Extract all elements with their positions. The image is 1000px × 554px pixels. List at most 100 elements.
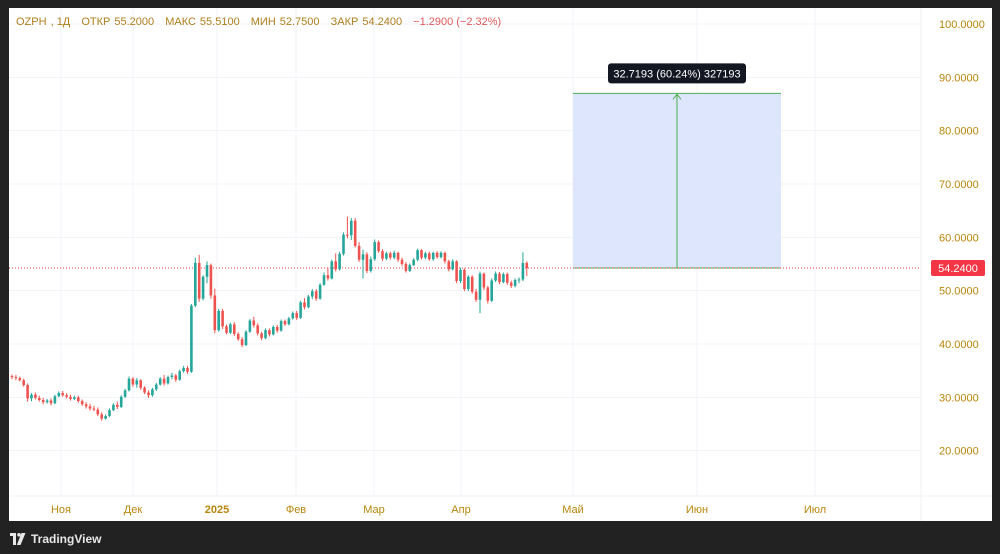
candle-body xyxy=(116,404,119,407)
candle-body xyxy=(100,414,103,419)
x-tick-label: Дек xyxy=(124,504,143,516)
last-price-badge-text: 54.2400 xyxy=(938,263,978,275)
x-tick-label: Фев xyxy=(286,504,306,516)
candle-body xyxy=(330,261,334,279)
candle-body xyxy=(486,287,490,301)
candle-body xyxy=(521,262,525,280)
candle-body xyxy=(119,396,123,407)
candle-body xyxy=(314,291,318,299)
candle-body xyxy=(326,275,330,279)
low-value: 52.7500 xyxy=(279,16,320,28)
x-tick-label: Апр xyxy=(451,504,470,516)
tradingview-footer[interactable]: TradingView xyxy=(10,530,101,548)
candle-body xyxy=(217,310,220,331)
candle-body xyxy=(494,273,497,281)
candle-body xyxy=(322,275,326,285)
candle-body xyxy=(303,302,306,308)
candle-body xyxy=(424,253,427,258)
symbol-label[interactable]: OZPH xyxy=(16,16,47,28)
candle-body xyxy=(385,253,388,259)
candle-body xyxy=(513,280,517,286)
candle-body xyxy=(205,265,209,277)
candle-body xyxy=(307,296,310,308)
x-tick-label: Мар xyxy=(363,504,385,516)
low-label-text: МИН xyxy=(250,16,276,28)
high-label-text: МАКС xyxy=(165,16,196,28)
candle-body xyxy=(498,273,501,283)
price-chart[interactable]: 100.0000 90.0000 80.0000 70.0000 60.0000 50.0… xyxy=(9,8,992,521)
candle-body xyxy=(268,330,271,335)
open-value: 55.2000 xyxy=(114,16,155,28)
y-tick-label: 100.0000 xyxy=(939,19,985,31)
measure-arrow-head xyxy=(672,93,682,100)
candle-body xyxy=(240,339,244,346)
candle-body xyxy=(279,321,283,331)
candle-body xyxy=(139,380,142,388)
candle-body xyxy=(474,291,478,300)
candle-body xyxy=(225,326,228,333)
candle-body xyxy=(88,406,92,409)
candle-body xyxy=(233,324,236,334)
interval-value: 1Д xyxy=(56,16,71,28)
candle-body xyxy=(197,262,201,299)
candle-body xyxy=(260,333,263,339)
high-label: МАКС 55.5100 xyxy=(165,16,244,28)
candle-body xyxy=(236,333,240,340)
candle-body xyxy=(194,262,197,306)
candle-body xyxy=(353,220,357,246)
candle-body xyxy=(38,397,41,400)
candle-body xyxy=(369,259,373,271)
candle-body xyxy=(104,416,107,419)
candle-body xyxy=(112,404,115,411)
y-tick-label: 70.0000 xyxy=(939,179,979,191)
close-label-text: ЗАКР xyxy=(330,16,359,28)
candle-body xyxy=(502,274,505,283)
candle-body xyxy=(478,273,482,300)
candle-body xyxy=(158,378,162,385)
candle-body xyxy=(396,252,400,260)
chart-panel[interactable]: 100.0000 90.0000 80.0000 70.0000 60.0000 50.0… xyxy=(9,8,992,521)
candle-body xyxy=(69,396,72,399)
candle-body xyxy=(463,269,466,290)
candle-body xyxy=(131,378,135,385)
candle-body xyxy=(392,252,396,258)
candle-body xyxy=(373,242,376,260)
candle-body xyxy=(61,393,64,396)
candle-body xyxy=(186,368,189,372)
candle-body xyxy=(416,250,419,260)
y-tick-label: 40.0000 xyxy=(939,339,979,351)
candle-body xyxy=(151,389,154,396)
candle-body xyxy=(73,397,76,399)
candle-body xyxy=(14,377,18,379)
candle-body xyxy=(517,279,521,281)
candle-body xyxy=(404,264,408,271)
ohlc-legend: OZPH, 1Д ОТКР 55.2000 МАКС 55.5100 МИН 52.7… xyxy=(16,16,505,28)
candle-body xyxy=(381,251,384,259)
change-value: −1.2900 (−2.32%) xyxy=(413,16,502,28)
x-tick-label: Июн xyxy=(686,504,708,516)
candle-body xyxy=(256,325,259,334)
y-tick-label: 90.0000 xyxy=(939,72,979,84)
candle-body xyxy=(451,261,454,270)
candle-body xyxy=(408,265,412,271)
candle-body xyxy=(361,254,365,260)
measure-tooltip-text: 32.7193 (60.24%) 327193 xyxy=(613,68,740,80)
interval-label: , 1Д xyxy=(50,16,71,28)
y-tick-label: 50.0000 xyxy=(939,286,979,298)
close-label: ЗАКР 54.2400 xyxy=(331,16,407,28)
candle-body xyxy=(412,259,415,266)
candle-body xyxy=(84,404,88,407)
tradingview-brand[interactable]: TradingView xyxy=(31,532,102,546)
candle-body xyxy=(45,400,49,403)
candle-body xyxy=(201,276,205,299)
candle-body xyxy=(443,252,447,262)
candle-body xyxy=(174,375,178,380)
candle-body xyxy=(338,253,341,270)
candle-body xyxy=(467,276,470,290)
candle-body xyxy=(108,410,111,416)
y-tick-label: 80.0000 xyxy=(939,126,979,138)
candle-body xyxy=(287,318,291,325)
candle-body xyxy=(127,378,131,391)
candle-body xyxy=(295,313,298,318)
candle-body xyxy=(264,330,267,339)
